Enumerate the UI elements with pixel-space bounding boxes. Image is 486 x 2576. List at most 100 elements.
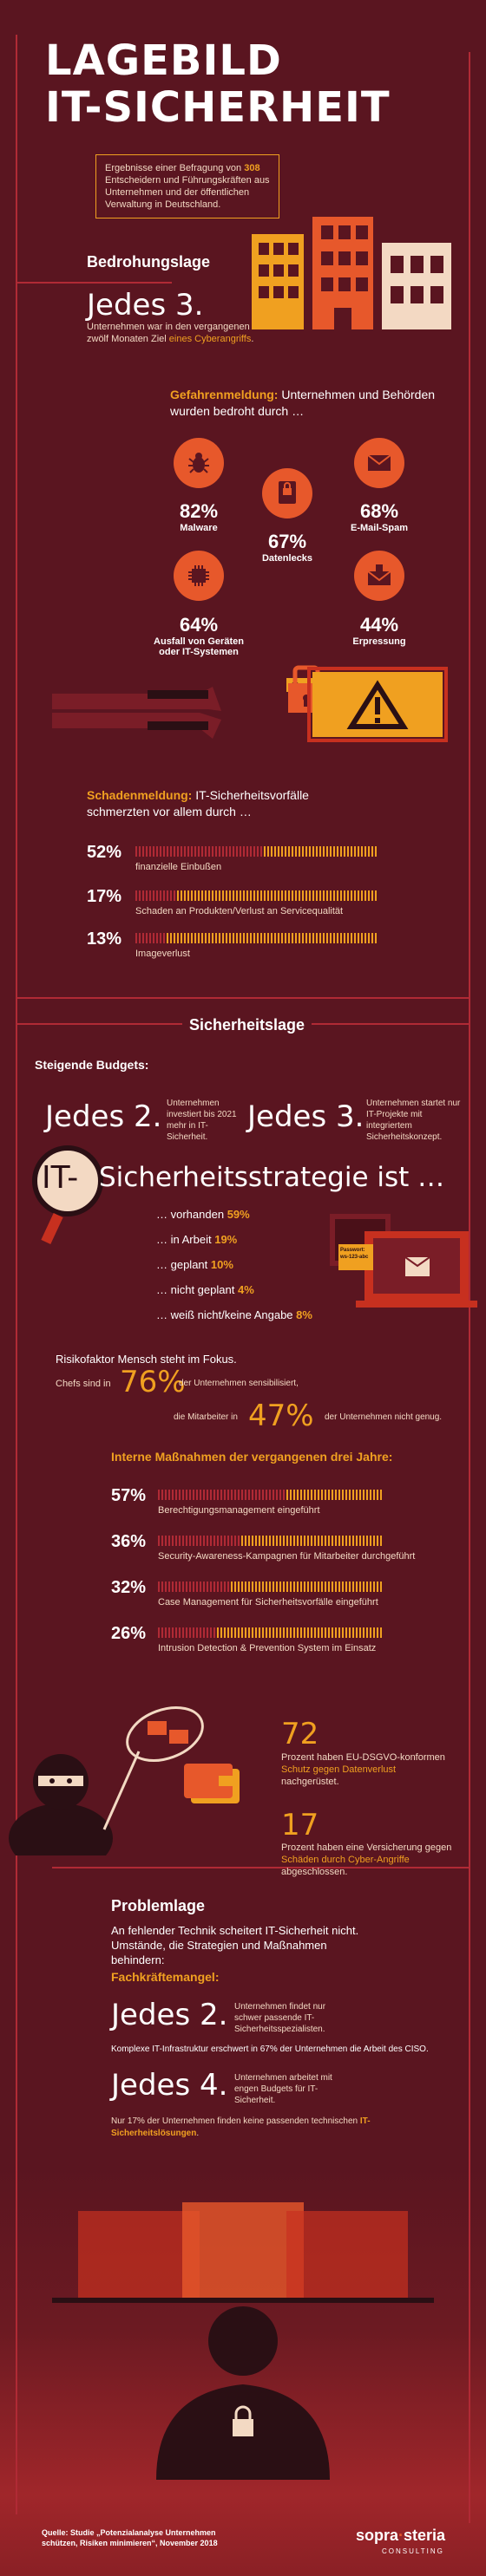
- measure-pct: 36%: [111, 1532, 147, 1551]
- damage-bar: [135, 890, 177, 901]
- threat-label-erpressung: Erpressung: [352, 636, 406, 647]
- damage-text: finanzielle Einbußen: [135, 862, 222, 872]
- damage-bar-bg: [135, 933, 378, 943]
- measure-row: 26% Intrusion Detection & Prevention Sys…: [111, 1624, 458, 1659]
- budget-jedes3-text: Unternehmen startet nur IT-Projekte mit …: [366, 1099, 461, 1142]
- human-title: Risikofaktor Mensch steht im Fokus.: [56, 1353, 237, 1366]
- circuit-line: [16, 35, 17, 2514]
- page-title-line1: LAGEBILD: [45, 36, 282, 85]
- threat-pct-malware: 82%: [179, 500, 219, 522]
- insurance-num: 17: [281, 1808, 319, 1842]
- measure-pct: 32%: [111, 1578, 147, 1597]
- staff-text: die Mitarbeiter in: [174, 1412, 238, 1422]
- chefs-after: der Unternehmen sensibilisiert,: [179, 1379, 299, 1388]
- staff-after: der Unternehmen nicht genug.: [325, 1412, 443, 1422]
- chefs-pct: 76%: [120, 1365, 186, 1399]
- chefs-text: Chefs sind in: [56, 1379, 111, 1389]
- damage-pct: 52%: [87, 843, 122, 862]
- threat-label-malware: Malware: [180, 523, 218, 533]
- damage-text: Imageverlust: [135, 949, 190, 959]
- measure-text: Berechtigungsmanagement eingeführt: [158, 1505, 320, 1516]
- wallet-icon: [184, 1764, 240, 1803]
- measure-row: 32% Case Management für Sicherheitsvorfä…: [111, 1578, 458, 1613]
- bolt-cutter-warning-illustration: [52, 665, 448, 742]
- dsgvo-text: Prozent haben EU-DSGVO-konformen Schutz …: [281, 1752, 445, 1787]
- bug-icon: [174, 438, 224, 488]
- only17-text: Nur 17% der Unternehmen finden keine pas…: [111, 2116, 371, 2138]
- measure-row: 36% Security-Awareness-Kampagnen für Mit…: [111, 1532, 458, 1567]
- damage-row: 17% Schaden an Produkten/Verlust an Serv…: [87, 887, 451, 922]
- budget-jedes2-text: Unternehmen investiert bis 2021 mehr in …: [167, 1099, 237, 1142]
- skill-jedes2: Jedes 2.: [111, 1998, 228, 2032]
- brand-sub: CONSULTING: [382, 2547, 444, 2555]
- threat-heading: Bedrohungslage: [87, 253, 211, 271]
- buildings-illustration: [252, 217, 451, 329]
- measure-bar: [158, 1536, 240, 1546]
- strategy-item: … nicht geplant 4%: [156, 1283, 254, 1296]
- circuit-line: [469, 52, 470, 2523]
- insurance-text: Prozent haben eine Versicherung gegen Sc…: [281, 1842, 452, 1877]
- damage-row: 52% finanzielle Einbußen: [87, 843, 451, 877]
- magnifier-icon: [32, 1145, 103, 1244]
- measure-pct: 26%: [111, 1624, 147, 1643]
- threat-pct-spam: 68%: [359, 500, 399, 522]
- strategy-item: … geplant 10%: [156, 1258, 233, 1271]
- extortion-mail-icon: [354, 551, 404, 601]
- circuit-line: [52, 1867, 469, 1868]
- dsgvo-num: 72: [281, 1717, 319, 1751]
- footer-source: Quelle: Studie „Potenzialanalyse Unterne…: [42, 2528, 218, 2547]
- complex-text: Komplexe IT-Infrastruktur erschwert in 6…: [111, 2044, 429, 2054]
- problem-intro: An fehlender Technik scheitert IT-Sicher…: [111, 1924, 359, 1966]
- threat-pct-dataleak: 67%: [267, 531, 307, 552]
- circuit-line: [16, 282, 172, 284]
- measure-pct: 57%: [111, 1486, 147, 1505]
- measures-heading: Interne Maßnahmen der vergangenen drei J…: [111, 1450, 393, 1464]
- strategy-item: … weiß nicht/keine Angabe 8%: [156, 1308, 312, 1321]
- circuit-line: [16, 997, 469, 999]
- threat-pct-ausfall: 64%: [179, 614, 219, 636]
- measure-bar: [158, 1627, 217, 1638]
- damage-pct: 13%: [87, 929, 122, 949]
- budget-jedes4: Jedes 4.: [111, 2068, 228, 2103]
- measure-text: Case Management für Sicherheitsvorfälle …: [158, 1597, 378, 1608]
- staff-pct: 47%: [248, 1399, 314, 1433]
- threat-jedes: Jedes 3.: [87, 288, 204, 323]
- strategy-item: … vorhanden 59%: [156, 1208, 250, 1221]
- password-note: Passwort: ws-123-abc: [340, 1248, 369, 1260]
- budget-jedes3: Jedes 3.: [247, 1099, 364, 1134]
- threat-pct-erpressung: 44%: [359, 614, 399, 636]
- budget-jedes4-text: Unternehmen arbeitet mit engen Budgets f…: [234, 2073, 332, 2105]
- damage-bar: [135, 846, 262, 857]
- problem-heading: Problemlage: [111, 1897, 206, 1914]
- damage-bar-bg: [135, 890, 378, 901]
- damage-intro: Schadenmeldung: IT-Sicherheitsvorfälle s…: [87, 788, 309, 818]
- laptop-illustration: [330, 1214, 477, 1308]
- intro-box: Ergebnisse einer Befragung von 308 Entsc…: [95, 154, 279, 218]
- threat-jedes-text: Unternehmen war in den vergangenen zwölf…: [87, 322, 254, 344]
- damage-row: 13% Imageverlust: [87, 929, 451, 964]
- threat-label-spam: E-Mail-Spam: [350, 523, 408, 533]
- budget-jedes2: Jedes 2.: [45, 1099, 162, 1134]
- damage-bar: [135, 933, 167, 943]
- strategy-title: Sicherheitsstrategie ist …: [99, 1162, 445, 1193]
- measure-bar: [158, 1490, 286, 1500]
- measure-text: Intrusion Detection & Prevention System …: [158, 1643, 377, 1653]
- budgets-label: Steigende Budgets:: [35, 1058, 149, 1072]
- skill-jedes2-text: Unternehmen findet nur schwer passende I…: [234, 2002, 326, 2034]
- security-heading: Sicherheitslage: [182, 1016, 312, 1034]
- measure-bar: [158, 1581, 230, 1592]
- threat-label-dataleak: Datenlecks: [261, 553, 313, 564]
- mail-spam-icon: [354, 438, 404, 488]
- brand-logo: sopra·steria: [356, 2527, 446, 2544]
- chip-icon: [174, 551, 224, 601]
- monitors-illustration: [52, 2202, 434, 2480]
- threat-label-ausfall: Ausfall von Geräten oder IT-Systemen: [154, 636, 244, 657]
- strategy-item: … in Arbeit 19%: [156, 1233, 238, 1246]
- skill-label: Fachkräftemangel:: [111, 1970, 220, 1984]
- gefahr-text: Gefahrenmeldung: Unternehmen und Behörde…: [170, 388, 436, 418]
- damage-pct: 17%: [87, 887, 122, 906]
- data-leak-icon: [262, 468, 312, 518]
- hacker-illustration: [9, 1706, 204, 1855]
- strategy-it: IT-: [42, 1160, 79, 1196]
